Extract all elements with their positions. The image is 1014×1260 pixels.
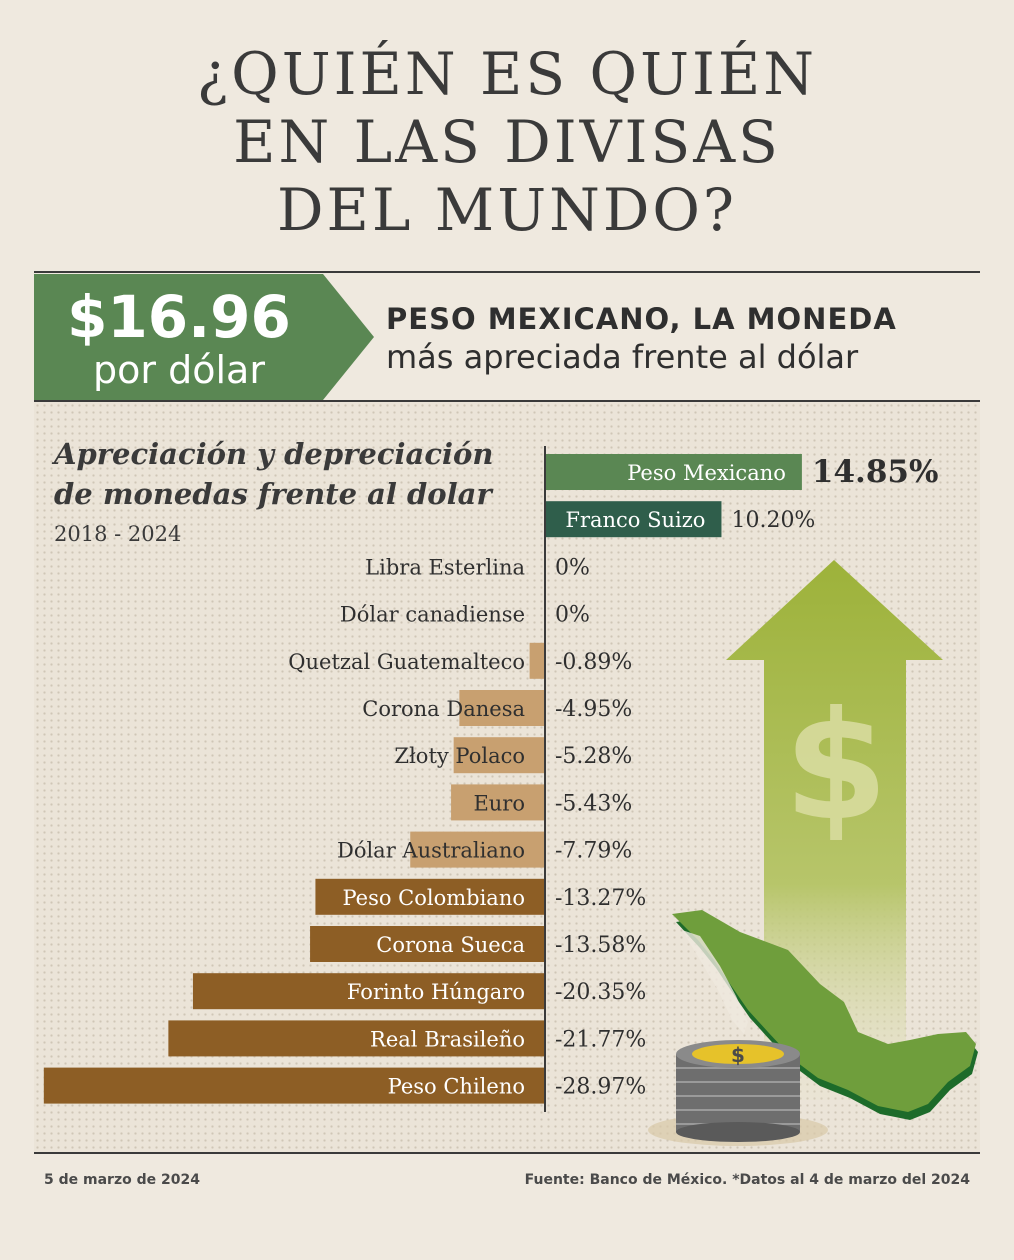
category-label-dolar-australiano: Dólar Australiano: [337, 839, 525, 863]
title-line-2: EN LAS DIVISAS: [233, 108, 781, 176]
bar-peso-colombiano: [315, 878, 545, 915]
banner-divider: [34, 400, 980, 402]
category-label-peso-mexicano: Peso Mexicano: [627, 461, 786, 485]
bar-euro: [451, 784, 545, 821]
category-label-peso-colombiano: Peso Colombiano: [342, 886, 525, 910]
bars-group: Peso Mexicano 14.85% Franco Suizo 10.20% Lib…: [43, 454, 939, 1104]
value-label-peso-chileno: -28.97%: [555, 1075, 646, 1100]
category-label-corona-sueca: Corona Sueca: [376, 933, 525, 957]
value-label-peso-colombiano: -13.27%: [555, 886, 646, 911]
title-line-1: ¿QUIÉN ES QUIÉN: [197, 40, 817, 108]
category-label-franco-suizo: Franco Suizo: [565, 508, 705, 532]
category-label-dolar-canadiense: Dólar canadiense: [340, 603, 525, 627]
bar-zloty-polaco: [453, 737, 545, 774]
category-label-peso-chileno: Peso Chileno: [388, 1075, 525, 1099]
bar-corona-danesa: [459, 690, 545, 726]
bar-real-brasileno: [168, 1020, 545, 1057]
bottom-divider: [34, 1152, 980, 1154]
title-line-3: DEL MUNDO?: [277, 176, 737, 244]
value-label-forinto-hungaro: -20.35%: [555, 980, 646, 1005]
price-unit: por dólar: [93, 348, 265, 392]
value-label-dolar-australiano: -7.79%: [555, 839, 632, 864]
category-label-quetzal-guatemalteco: Quetzal Guatemalteco: [288, 650, 525, 674]
category-label-forinto-hungaro: Forinto Húngaro: [347, 980, 525, 1004]
headline-bold: PESO MEXICANO, LA MONEDA: [386, 302, 897, 336]
category-label-real-brasileno: Real Brasileño: [370, 1027, 525, 1051]
bar-corona-sueca: [310, 926, 545, 962]
category-label-zloty-polaco: Złoty Polaco: [394, 744, 525, 768]
coin-stack-icon: $: [648, 1040, 828, 1146]
top-divider: [34, 271, 980, 273]
value-label-corona-danesa: -4.95%: [555, 697, 632, 722]
category-label-libra-esterlina: Libra Esterlina: [365, 555, 525, 579]
value-label-zloty-polaco: -5.28%: [555, 744, 632, 769]
svg-text:$: $: [784, 680, 888, 854]
bar-franco-suizo: [545, 501, 722, 538]
value-label-dolar-canadiense: 0%: [555, 603, 590, 628]
price-banner: [34, 274, 374, 400]
value-label-franco-suizo: 10.20%: [731, 508, 815, 533]
bar-dolar-australiano: [410, 831, 545, 868]
coin-symbol: $: [731, 1043, 745, 1067]
footer-source: Fuente: Banco de México. *Datos al 4 de …: [524, 1172, 970, 1188]
bar-forinto-hungaro: [192, 973, 545, 1010]
value-label-peso-mexicano: 14.85%: [812, 454, 939, 490]
price-value: $16.96: [67, 283, 291, 351]
value-label-libra-esterlina: 0%: [555, 555, 590, 580]
chart-subtitle: 2018 - 2024: [54, 522, 182, 546]
page-title: ¿QUIÉN ES QUIÉN EN LAS DIVISAS DEL MUNDO…: [0, 40, 1014, 244]
mexico-map-icon: [672, 910, 978, 1120]
footer-date: 5 de marzo de 2024: [44, 1172, 200, 1188]
bar-peso-mexicano: [545, 454, 802, 490]
category-label-euro: Euro: [473, 791, 525, 815]
chart-title-text: Apreciación y depreciación de monedas fr…: [54, 437, 494, 511]
value-label-quetzal-guatemalteco: -0.89%: [555, 650, 632, 675]
value-label-euro: -5.43%: [555, 791, 632, 816]
headline-rest: más apreciada frente al dólar: [386, 338, 859, 376]
chart-title: Apreciación y depreciación de monedas fr…: [54, 434, 514, 514]
bar-peso-chileno: [43, 1067, 545, 1104]
value-label-real-brasileno: -21.77%: [555, 1027, 646, 1052]
category-label-corona-danesa: Corona Danesa: [362, 697, 525, 721]
value-label-corona-sueca: -13.58%: [555, 933, 646, 958]
bar-quetzal-guatemalteco: [529, 642, 545, 679]
